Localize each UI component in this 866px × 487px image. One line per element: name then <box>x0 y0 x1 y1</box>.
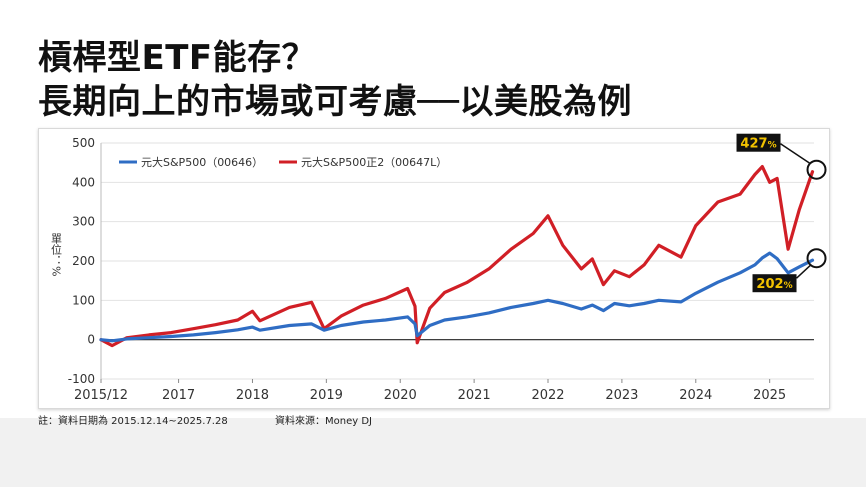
callout-value: 427 <box>740 137 767 152</box>
chart-card: -100 0 100 200 300 400 500 單位：% 2015/12 2017 2018… <box>38 128 830 409</box>
y-tick-label: -100 <box>68 372 95 386</box>
x-tick-label: 2018 <box>236 388 269 403</box>
x-tick-label: 2024 <box>679 388 712 403</box>
x-tick-label: 2025 <box>753 388 786 403</box>
x-tick-label: 2022 <box>531 388 564 403</box>
legend: 元大S&P500（00646） 元大S&P500正2（00647L） <box>119 155 447 169</box>
callout-leader <box>780 143 811 165</box>
y-tick-label: 100 <box>72 293 95 307</box>
y-axis: -100 0 100 200 300 400 500 單位：% <box>50 136 102 386</box>
y-tick-label: 300 <box>72 215 95 229</box>
series-line-00647l <box>99 164 815 348</box>
line-chart: -100 0 100 200 300 400 500 單位：% 2015/12 2017 2018… <box>50 133 827 403</box>
series-line-00646 <box>99 251 815 343</box>
date-range-note: 註：資料日期為 2015.12.14~2025.7.28 <box>38 416 228 427</box>
callouts: 427%202% <box>736 133 827 293</box>
callout-box <box>736 133 781 152</box>
callout-value: 202 <box>756 277 783 292</box>
callout-box <box>752 274 797 293</box>
y-tick-label: 500 <box>72 136 95 150</box>
legend-label: 元大S&P500（00646） <box>141 155 263 169</box>
x-axis: 2015/12 2017 2018 2019 2020 2021 2022 2023 2024 2… <box>74 379 786 403</box>
callout-unit: % <box>768 141 777 151</box>
page-title: 槓桿型ETF能存？ 長期向上的市場或可考慮──以美股為例 <box>38 36 632 124</box>
x-tick-label: 2019 <box>310 388 343 403</box>
title-line-2: 長期向上的市場或可考慮──以美股為例 <box>38 82 632 122</box>
callout-label: 427% <box>740 137 776 152</box>
source-note: 資料來源：Money DJ <box>275 416 372 427</box>
x-tick-label: 2017 <box>162 388 195 403</box>
x-tick-label: 2020 <box>384 388 417 403</box>
series-lines <box>99 164 815 348</box>
decorative-footer-band <box>0 418 866 487</box>
grid-lines <box>101 142 814 380</box>
callout-circle <box>806 159 827 180</box>
callout-leader <box>796 264 812 279</box>
x-tick-label: 2015/12 <box>74 388 128 403</box>
callout-label: 202% <box>756 277 792 292</box>
y-tick-label: 400 <box>72 175 95 189</box>
x-tick-label: 2021 <box>458 388 491 403</box>
callout-circle <box>806 248 827 269</box>
x-tick-label: 2023 <box>605 388 638 403</box>
y-axis-label: 單位：% <box>50 233 63 277</box>
y-tick-label: 200 <box>72 254 95 268</box>
title-line-1: 槓桿型ETF能存？ <box>38 38 317 78</box>
y-tick-label: 0 <box>87 333 95 347</box>
callout-unit: % <box>784 281 793 291</box>
legend-label: 元大S&P500正2（00647L） <box>301 155 447 169</box>
